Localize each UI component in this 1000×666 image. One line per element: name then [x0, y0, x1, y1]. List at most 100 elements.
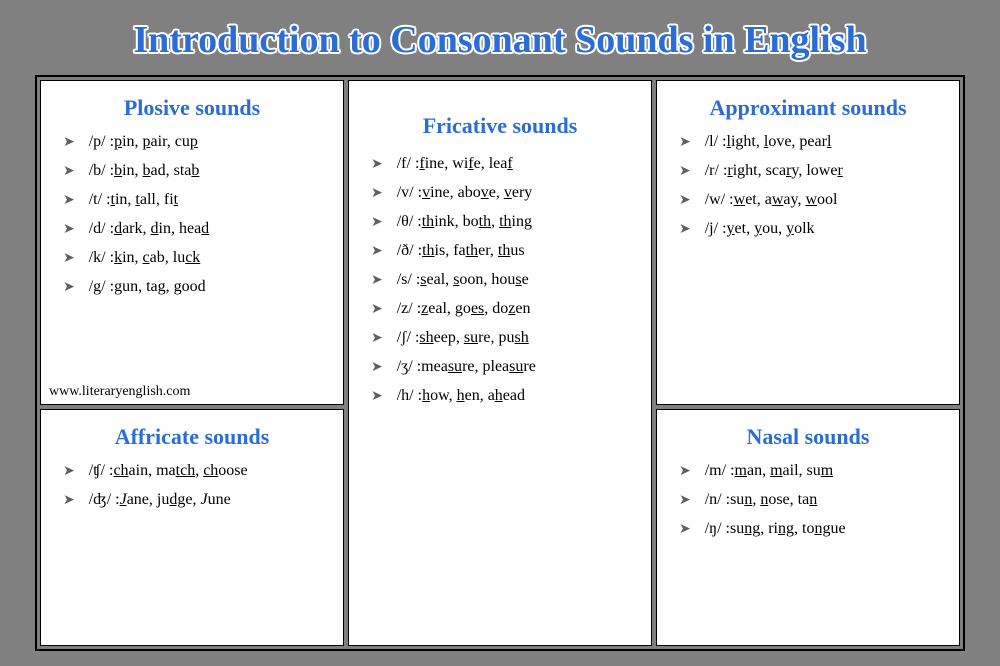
- phoneme-symbol: /ʒ/ :: [397, 358, 421, 376]
- bullet-icon: ➤: [679, 192, 691, 209]
- bullet-icon: ➤: [371, 359, 383, 376]
- entry-list: ➤ /ʧ/ : chain, match, choose ➤ /ʤ/ : Jane, …: [57, 462, 327, 509]
- phoneme-symbol: /g/ :: [89, 278, 114, 296]
- phoneme-symbol: /m/ :: [705, 462, 735, 480]
- card-plosive: Plosive sounds ➤ /p/ : pin, pair, cup ➤ /b/…: [40, 80, 344, 405]
- bullet-icon: ➤: [371, 156, 383, 173]
- phoneme-symbol: /ŋ/ :: [705, 520, 730, 538]
- card-title: Affricate sounds: [57, 424, 327, 450]
- phoneme-symbol: /n/ :: [705, 491, 730, 509]
- bullet-icon: ➤: [371, 330, 383, 347]
- phoneme-symbol: /p/ :: [89, 133, 114, 151]
- phoneme-entry: ➤ /h/ : how, hen, ahead: [365, 387, 635, 405]
- example-words: dark, din, head: [114, 220, 209, 238]
- card-title: Nasal sounds: [673, 424, 943, 450]
- bullet-icon: ➤: [63, 134, 75, 151]
- bullet-icon: ➤: [679, 221, 691, 238]
- card-fricative: Fricative sounds ➤/f/ : fine, wife, leaf…: [348, 80, 652, 646]
- phoneme-entry: ➤/θ/ : think, both, thing: [365, 213, 635, 231]
- example-words: light, love, pearl: [727, 133, 832, 151]
- example-words: tin, tall, fit: [111, 191, 179, 209]
- card-title: Approximant sounds: [673, 95, 943, 121]
- phoneme-symbol: /j/ :: [705, 220, 727, 238]
- bullet-icon: ➤: [63, 492, 75, 509]
- bullet-icon: ➤: [63, 163, 75, 180]
- phoneme-symbol: /ʧ/ :: [89, 462, 114, 480]
- bullet-icon: ➤: [371, 388, 383, 405]
- phoneme-entry: ➤ /l/ : light, love, pearl: [673, 133, 943, 151]
- phoneme-symbol: /s/ :: [397, 271, 421, 289]
- example-words: measure, pleasure: [421, 358, 536, 376]
- phoneme-symbol: /ʤ/ :: [89, 491, 120, 509]
- phoneme-entry: ➤ /n/ : sun, nose, tan: [673, 491, 943, 509]
- cards-container: Plosive sounds ➤ /p/ : pin, pair, cup ➤ /b/…: [35, 75, 965, 651]
- bullet-icon: ➤: [371, 185, 383, 202]
- card-affricate: Affricate sounds ➤ /ʧ/ : chain, match, ch…: [40, 409, 344, 647]
- bullet-icon: ➤: [63, 463, 75, 480]
- example-words: sheep, sure, push: [419, 329, 528, 347]
- card-title: Fricative sounds: [365, 113, 635, 139]
- phoneme-symbol: /b/ :: [89, 162, 114, 180]
- phoneme-entry: ➤ /g/ : gun, tag, good: [57, 278, 327, 296]
- phoneme-entry: ➤ /ʒ/ : measure, pleasure: [365, 358, 635, 376]
- footer-url: www.literaryenglish.com: [49, 384, 190, 400]
- example-words: zeal, goes, dozen: [421, 300, 530, 318]
- phoneme-symbol: /v/ :: [397, 184, 422, 202]
- entry-list: ➤/m/ : man, mail, sum➤/n/ : sun, nose, t…: [673, 462, 943, 538]
- card-title: Plosive sounds: [57, 95, 327, 121]
- bullet-icon: ➤: [371, 243, 383, 260]
- example-words: Jane, judge, June: [120, 491, 231, 509]
- example-words: vine, above, very: [422, 184, 532, 202]
- example-words: wet, away, wool: [734, 191, 838, 209]
- entry-list: ➤ /l/ : light, love, pearl ➤/r/ : right, s…: [673, 133, 943, 238]
- phoneme-symbol: /k/ :: [89, 249, 114, 267]
- example-words: chain, match, choose: [113, 462, 247, 480]
- phoneme-entry: ➤ /p/ : pin, pair, cup: [57, 133, 327, 151]
- example-words: gun, tag, good: [114, 278, 206, 296]
- phoneme-symbol: /w/ :: [705, 191, 734, 209]
- phoneme-entry: ➤ /b/ : bin, bad, stab: [57, 162, 327, 180]
- bullet-icon: ➤: [371, 301, 383, 318]
- example-words: bin, bad, stab: [114, 162, 199, 180]
- card-approximant: Approximant sounds ➤ /l/ : light, love, p…: [656, 80, 960, 405]
- page-title: Introduction to Consonant Sounds in Engl…: [0, 0, 1000, 74]
- phoneme-symbol: /ʃ/ :: [397, 329, 420, 347]
- example-words: think, both, thing: [422, 213, 532, 231]
- phoneme-entry: ➤/f/ : fine, wife, leaf: [365, 155, 635, 173]
- bullet-icon: ➤: [63, 250, 75, 267]
- phoneme-entry: ➤ /s/ : seal, soon, house: [365, 271, 635, 289]
- phoneme-entry: ➤ /z/ : zeal, goes, dozen: [365, 300, 635, 318]
- example-words: sung, ring, tongue: [730, 520, 846, 538]
- bullet-icon: ➤: [371, 272, 383, 289]
- phoneme-symbol: /l/ :: [705, 133, 727, 151]
- phoneme-entry: ➤ /v/ : vine, above, very: [365, 184, 635, 202]
- bullet-icon: ➤: [679, 521, 691, 538]
- entry-list: ➤ /p/ : pin, pair, cup ➤ /b/ : bin, bad, st…: [57, 133, 327, 296]
- phoneme-symbol: /z/ :: [397, 300, 421, 318]
- phoneme-entry: ➤/d/ : dark, din, head: [57, 220, 327, 238]
- phoneme-entry: ➤/m/ : man, mail, sum: [673, 462, 943, 480]
- phoneme-symbol: /θ/ :: [397, 213, 422, 231]
- phoneme-entry: ➤ /ŋ/ : sung, ring, tongue: [673, 520, 943, 538]
- phoneme-symbol: /h/ :: [397, 387, 422, 405]
- phoneme-entry: ➤/r/ : right, scary, lower: [673, 162, 943, 180]
- example-words: yet, you, yolk: [727, 220, 815, 238]
- example-words: kin, cab, luck: [114, 249, 200, 267]
- card-nasal: Nasal sounds ➤/m/ : man, mail, sum➤/n/ :…: [656, 409, 960, 647]
- bullet-icon: ➤: [679, 134, 691, 151]
- example-words: sun, nose, tan: [730, 491, 817, 509]
- bullet-icon: ➤: [63, 279, 75, 296]
- example-words: right, scary, lower: [727, 162, 842, 180]
- phoneme-entry: ➤ /ʧ/ : chain, match, choose: [57, 462, 327, 480]
- example-words: pin, pair, cup: [114, 133, 198, 151]
- phoneme-entry: ➤ /ʃ/ : sheep, sure, push: [365, 329, 635, 347]
- phoneme-symbol: /t/ :: [89, 191, 111, 209]
- bullet-icon: ➤: [679, 463, 691, 480]
- example-words: how, hen, ahead: [422, 387, 525, 405]
- bullet-icon: ➤: [63, 221, 75, 238]
- example-words: this, father, thus: [422, 242, 525, 260]
- example-words: fine, wife, leaf: [419, 155, 512, 173]
- phoneme-symbol: /ð/ :: [397, 242, 422, 260]
- bullet-icon: ➤: [679, 492, 691, 509]
- example-words: seal, soon, house: [420, 271, 528, 289]
